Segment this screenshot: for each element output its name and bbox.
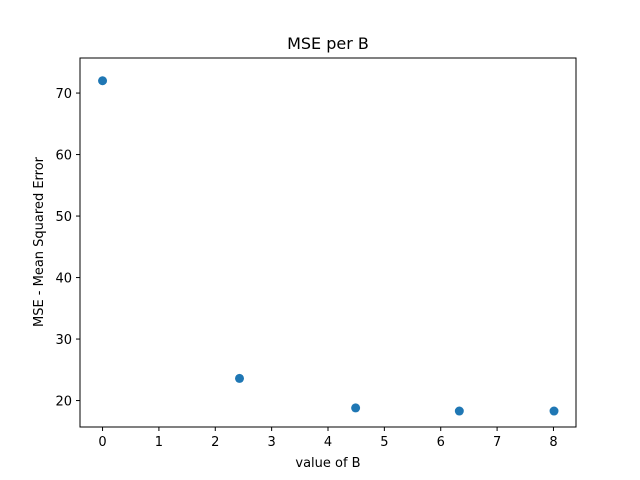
data-point	[549, 406, 559, 416]
y-tick-label: 30	[55, 333, 72, 348]
x-axis-label: value of B	[295, 456, 360, 471]
x-tick-label: 2	[211, 435, 219, 450]
y-tick-label: 50	[55, 210, 72, 225]
data-points	[98, 76, 559, 416]
data-point	[235, 373, 245, 383]
y-axis-label: MSE - Mean Squared Error	[32, 156, 47, 327]
y-axis-ticks: 20 30 40 50 60 70	[55, 87, 80, 410]
plot-area-frame	[79, 57, 577, 428]
x-tick-label: 1	[155, 435, 163, 450]
x-tick-label: 7	[493, 435, 501, 450]
y-tick-label: 40	[55, 272, 72, 287]
data-point	[351, 403, 361, 413]
y-tick-label: 20	[55, 395, 72, 410]
data-point	[98, 76, 108, 86]
x-tick-label: 8	[549, 435, 557, 450]
y-tick-label: 70	[55, 87, 72, 102]
data-point	[454, 406, 464, 416]
chart-title: MSE per B	[287, 34, 369, 53]
x-tick-label: 5	[380, 435, 388, 450]
x-tick-label: 6	[437, 435, 445, 450]
x-tick-label: 4	[324, 435, 332, 450]
x-tick-label: 3	[267, 435, 275, 450]
x-axis-ticks: 0 1 2 3 4 5 6 7 8	[98, 427, 558, 450]
x-tick-label: 0	[98, 435, 106, 450]
y-tick-label: 60	[55, 149, 72, 164]
